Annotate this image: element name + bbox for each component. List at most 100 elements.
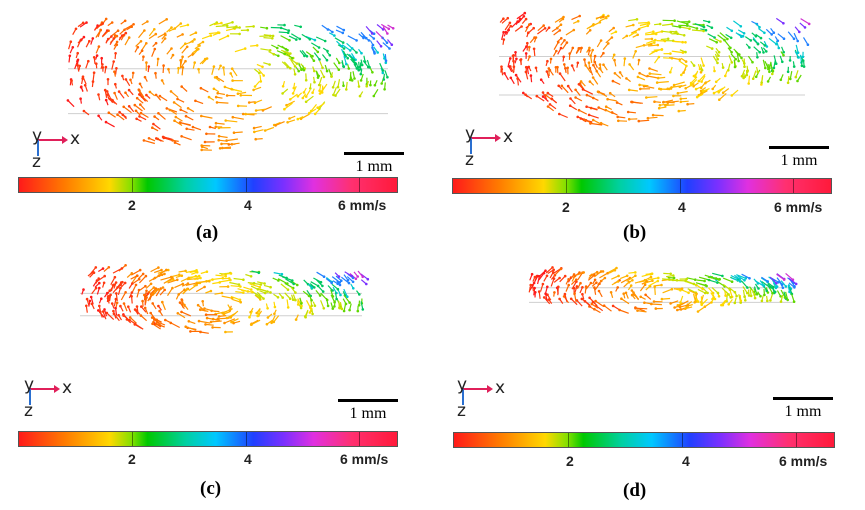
velocity-arrow [592,119,603,126]
velocity-arrow [317,102,325,109]
velocity-arrow-head [207,95,211,99]
velocity-arrow [334,37,344,44]
velocity-arrow-head [613,72,617,75]
velocity-arrow-head [334,94,337,97]
velocity-arrow [335,88,341,96]
velocity-arrow [67,99,75,108]
velocity-arrow-head [542,271,546,275]
velocity-arrow-head [225,24,229,28]
velocity-arrow-head [721,91,725,94]
velocity-arrow [82,76,87,85]
velocity-arrow-head [717,50,721,54]
velocity-arrow [719,32,728,40]
velocity-arrow [578,109,588,115]
velocity-arrow [641,273,651,277]
velocity-arrow-head [82,35,86,39]
velocity-arrow-head [591,48,594,52]
velocity-arrow-head [79,85,83,89]
colorbar-ticks-c: 2 4 6 mm/s [18,451,396,469]
velocity-arrow-head [269,291,272,294]
velocity-arrow-head [520,25,523,28]
velocity-arrow-head [794,75,798,79]
velocity-arrow-head [636,75,640,79]
velocity-arrow [588,114,599,119]
velocity-arrow [748,75,751,84]
velocity-arrow-head [527,31,530,34]
velocity-arrow-head [308,311,312,314]
velocity-arrow-head [639,87,642,91]
velocity-arrow [605,37,613,44]
velocity-arrow [672,25,681,28]
velocity-arrow-head [211,278,214,281]
velocity-arrow-head [650,302,653,306]
panel-label-d: (d) [623,480,647,501]
velocity-arrow [123,303,128,312]
velocity-arrow-head [781,60,784,64]
colorbar-ticks-d: 2 4 6 mm/s [453,453,833,471]
velocity-arrow-head [169,90,173,93]
velocity-arrow [590,122,603,126]
velocity-arrow-head [693,301,696,304]
velocity-arrow-head [320,91,324,94]
velocity-arrow [778,280,784,289]
scale-bar-line [769,146,829,149]
velocity-arrow [785,291,789,301]
velocity-arrow-head [724,294,727,297]
velocity-arrow-head [186,23,190,27]
velocity-arrow-head [782,37,786,40]
velocity-arrow-head [85,297,89,301]
axis-label-z: z [32,152,41,172]
velocity-arrow-head [189,330,192,333]
velocity-arrow-head [733,301,737,305]
velocity-arrow-head [316,76,320,79]
velocity-arrow-head [157,266,160,269]
velocity-arrow-head [348,301,351,304]
velocity-arrow-head [285,103,288,107]
velocity-arrow-head [358,293,361,296]
velocity-arrow [273,272,283,275]
velocity-arrow-head [706,291,709,295]
velocity-arrow-head [697,79,701,83]
velocity-arrow [74,61,78,70]
velocity-arrow-head [636,33,639,37]
velocity-arrow [188,284,197,291]
velocity-arrow [152,323,161,330]
velocity-arrow-head [91,80,95,83]
velocity-arrow-head [151,302,154,305]
velocity-arrow-head [249,323,253,326]
velocity-arrow-head [557,285,560,289]
velocity-arrow [571,281,577,290]
velocity-arrow [637,310,647,313]
velocity-arrow-head [223,321,226,325]
velocity-arrow-head [794,282,798,286]
velocity-arrow-head [313,80,316,84]
velocity-arrow-head [191,52,195,56]
velocity-arrow-head [296,95,300,98]
scale-bar-line [344,152,404,155]
velocity-arrow-head [111,284,115,287]
velocity-arrow [151,48,156,57]
velocity-arrow-head [184,325,187,328]
velocity-arrow-head [774,286,778,290]
velocity-arrow-head [311,54,314,58]
velocity-arrow-head [338,283,342,287]
velocity-arrow-head [743,279,746,282]
velocity-arrow-head [104,98,108,102]
velocity-arrow-head [254,109,258,112]
velocity-arrow [222,67,225,76]
velocity-arrow-head [702,29,705,33]
velocity-arrow-head [181,66,185,69]
velocity-arrow-head [644,293,647,297]
velocity-arrow [185,326,197,331]
velocity-arrow-head [230,142,234,146]
velocity-arrow-head [220,142,223,146]
axis-label-x: x [70,129,81,149]
velocity-arrow [240,289,253,293]
velocity-arrow-head [577,83,581,86]
velocity-arrow [550,278,555,287]
velocity-arrow-head [717,91,720,94]
velocity-arrow-head [199,330,202,334]
velocity-arrow [200,309,209,312]
velocity-arrow-head [625,34,629,38]
velocity-arrow-head [155,322,158,326]
